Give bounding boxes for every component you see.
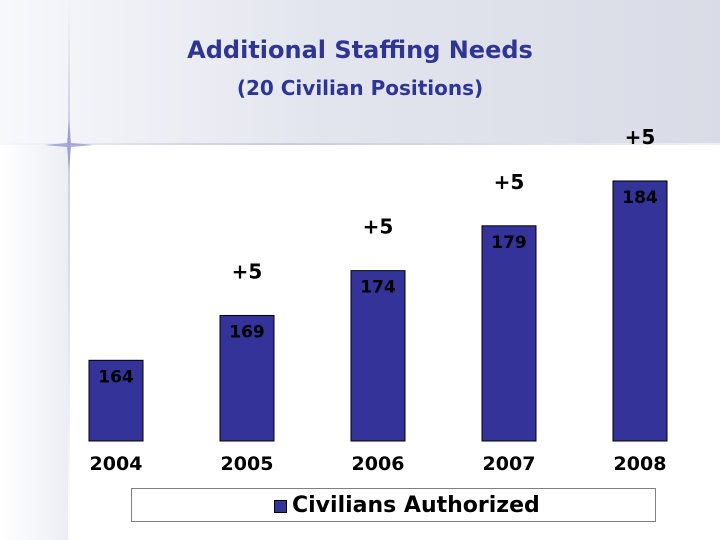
bar-2006: [350, 270, 406, 442]
bar-2004: [88, 359, 144, 442]
legend-label: Civilians Authorized: [292, 493, 540, 518]
increment-label-2008: +5: [625, 125, 656, 149]
value-label-2007: 179: [491, 233, 527, 253]
x-tick-label-2005: 2005: [221, 453, 274, 475]
sparkle-icon: [44, 120, 94, 170]
value-label-2006: 174: [360, 278, 396, 298]
chart-subtitle: (20 Civilian Positions): [236, 76, 484, 100]
header-band: [0, 0, 720, 145]
header-rule: [0, 143, 720, 145]
increment-label-2007: +5: [494, 170, 525, 194]
value-label-2005: 169: [229, 322, 265, 342]
value-label-2008: 184: [622, 188, 658, 208]
x-tick-label-2006: 2006: [352, 453, 405, 475]
left-band: [0, 145, 68, 540]
increment-label-2006: +5: [363, 215, 394, 239]
legend-swatch: [274, 500, 287, 513]
chart-title: Additional Staffing Needs: [187, 36, 533, 64]
value-label-2004: 164: [98, 367, 134, 387]
bar-2005: [219, 314, 275, 442]
bar-2008: [612, 180, 668, 442]
bar-2007: [481, 225, 537, 442]
x-tick-label-2008: 2008: [614, 453, 667, 475]
x-tick-label-2004: 2004: [90, 453, 143, 475]
vertical-rule: [68, 0, 70, 540]
x-tick-label-2007: 2007: [483, 453, 536, 475]
legend: Civilians Authorized: [131, 488, 656, 522]
increment-label-2005: +5: [232, 259, 263, 283]
